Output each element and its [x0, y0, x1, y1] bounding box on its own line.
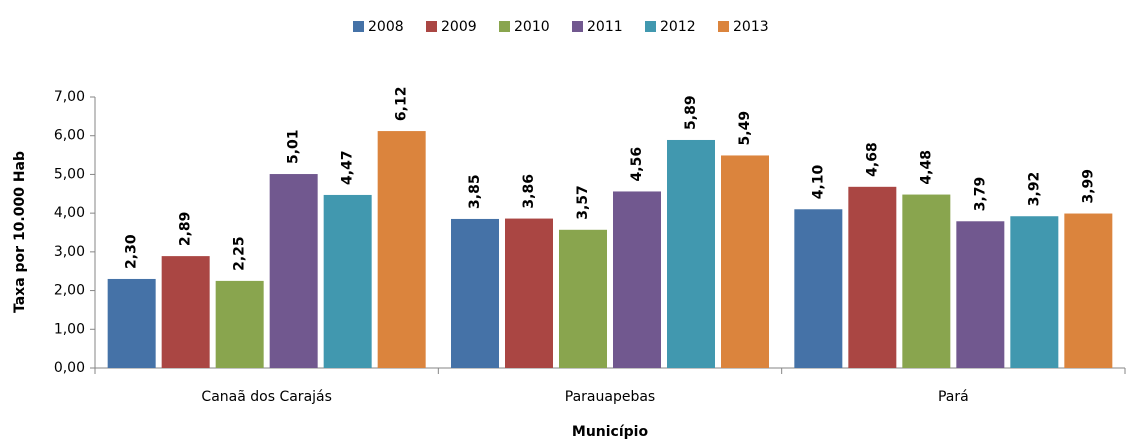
- y-axis-title: Taxa por 10.000 Hab: [12, 151, 28, 313]
- bar: [451, 218, 499, 368]
- bar: [559, 229, 607, 368]
- value-label: 2,25: [232, 236, 248, 271]
- value-label: 2,30: [124, 234, 140, 269]
- x-tick-label: Parauapebas: [565, 389, 655, 405]
- bar: [794, 209, 843, 368]
- value-label: 2,89: [178, 212, 194, 247]
- value-label: 6,12: [394, 87, 410, 122]
- legend-label: 2011: [587, 19, 623, 35]
- legend-swatch: [426, 21, 437, 32]
- value-label: 4,10: [810, 164, 826, 199]
- value-label: 5,01: [286, 129, 302, 164]
- value-label: 4,48: [918, 150, 934, 185]
- bar: [613, 191, 661, 368]
- bar: [161, 256, 210, 368]
- y-tick-label: 4,00: [54, 205, 85, 221]
- bar: [902, 194, 951, 368]
- y-tick-label: 6,00: [54, 128, 85, 144]
- value-label: 3,79: [972, 177, 988, 212]
- value-label: 3,92: [1026, 172, 1042, 207]
- y-tick-label: 7,00: [54, 89, 85, 105]
- bar: [1064, 213, 1113, 368]
- value-label: 4,56: [629, 147, 645, 182]
- bar: [505, 218, 553, 368]
- bar: [848, 186, 897, 368]
- legend-label: 2012: [660, 19, 696, 35]
- legend-label: 2008: [368, 19, 404, 35]
- x-tick-label: Pará: [938, 389, 969, 405]
- legend-label: 2010: [514, 19, 550, 35]
- y-tick-label: 0,00: [54, 360, 85, 376]
- value-label: 4,47: [340, 150, 356, 185]
- bar: [107, 278, 156, 368]
- y-tick-label: 2,00: [54, 283, 85, 299]
- x-axis-title: Município: [572, 424, 649, 439]
- x-tick-label: Canaã dos Carajás: [201, 389, 331, 405]
- legend-swatch: [353, 21, 364, 32]
- bar: [1010, 216, 1059, 368]
- value-label: 5,89: [683, 95, 699, 130]
- legend-swatch: [572, 21, 583, 32]
- value-label: 3,99: [1080, 169, 1096, 204]
- y-tick-label: 5,00: [54, 166, 85, 182]
- bar: [667, 139, 715, 368]
- bar: [377, 131, 426, 368]
- legend-label: 2009: [441, 19, 477, 35]
- bar: [269, 174, 318, 368]
- bar: [323, 194, 372, 368]
- legend-label: 2013: [733, 19, 769, 35]
- value-label: 3,85: [467, 174, 483, 209]
- bar: [215, 280, 264, 368]
- bar: [721, 155, 769, 368]
- y-tick-label: 3,00: [54, 244, 85, 260]
- value-label: 3,86: [521, 174, 537, 209]
- value-label: 3,57: [575, 185, 591, 220]
- value-label: 4,68: [864, 142, 880, 177]
- legend-swatch: [499, 21, 510, 32]
- y-tick-label: 1,00: [54, 321, 85, 337]
- legend-swatch: [718, 21, 729, 32]
- legend-swatch: [645, 21, 656, 32]
- value-label: 5,49: [737, 111, 753, 146]
- bar: [956, 221, 1005, 368]
